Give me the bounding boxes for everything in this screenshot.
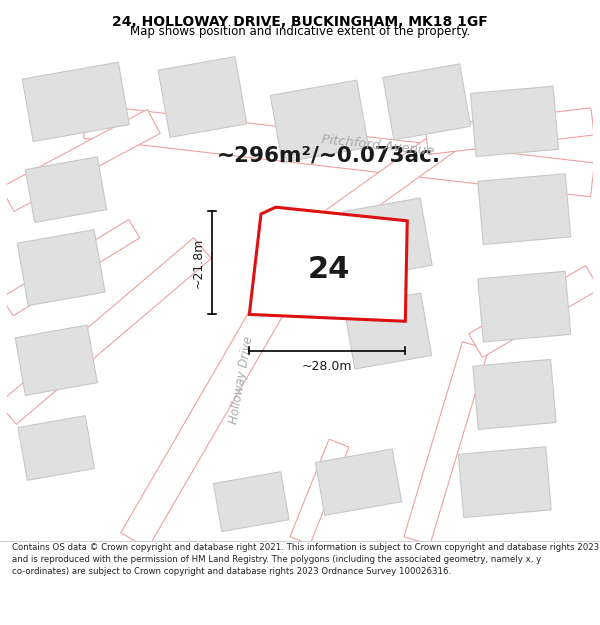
Polygon shape [290, 439, 349, 544]
Text: ~296m²/~0.073ac.: ~296m²/~0.073ac. [217, 146, 442, 166]
Polygon shape [17, 229, 105, 306]
Text: 24, HOLLOWAY DRIVE, BUCKINGHAM, MK18 1GF: 24, HOLLOWAY DRIVE, BUCKINGHAM, MK18 1GF [112, 15, 488, 29]
Polygon shape [18, 416, 95, 481]
Polygon shape [478, 271, 571, 342]
Text: ~21.8m: ~21.8m [191, 238, 205, 288]
Polygon shape [271, 80, 368, 162]
Polygon shape [25, 157, 107, 222]
Polygon shape [458, 447, 551, 518]
Polygon shape [214, 472, 289, 531]
Text: ~28.0m: ~28.0m [302, 360, 353, 373]
Polygon shape [0, 238, 211, 424]
Polygon shape [404, 342, 488, 544]
Text: 24: 24 [308, 255, 350, 284]
Polygon shape [83, 104, 595, 197]
Text: Holloway Drive: Holloway Drive [227, 335, 256, 424]
Polygon shape [478, 174, 571, 244]
Polygon shape [425, 108, 594, 154]
Polygon shape [121, 231, 323, 549]
Polygon shape [473, 359, 556, 429]
Text: Contains OS data © Crown copyright and database right 2021. This information is : Contains OS data © Crown copyright and d… [12, 543, 599, 576]
Polygon shape [22, 62, 129, 141]
Text: Pitchford Avenue: Pitchford Avenue [321, 133, 435, 158]
Polygon shape [2, 219, 140, 316]
Polygon shape [343, 198, 432, 279]
Polygon shape [344, 293, 431, 369]
Polygon shape [383, 64, 470, 140]
Polygon shape [302, 130, 454, 249]
Polygon shape [158, 57, 247, 138]
Polygon shape [470, 86, 559, 156]
Polygon shape [15, 325, 97, 396]
Polygon shape [469, 266, 599, 358]
Polygon shape [250, 207, 407, 321]
Polygon shape [316, 449, 401, 515]
Polygon shape [1, 109, 160, 211]
Text: Map shows position and indicative extent of the property.: Map shows position and indicative extent… [130, 25, 470, 38]
